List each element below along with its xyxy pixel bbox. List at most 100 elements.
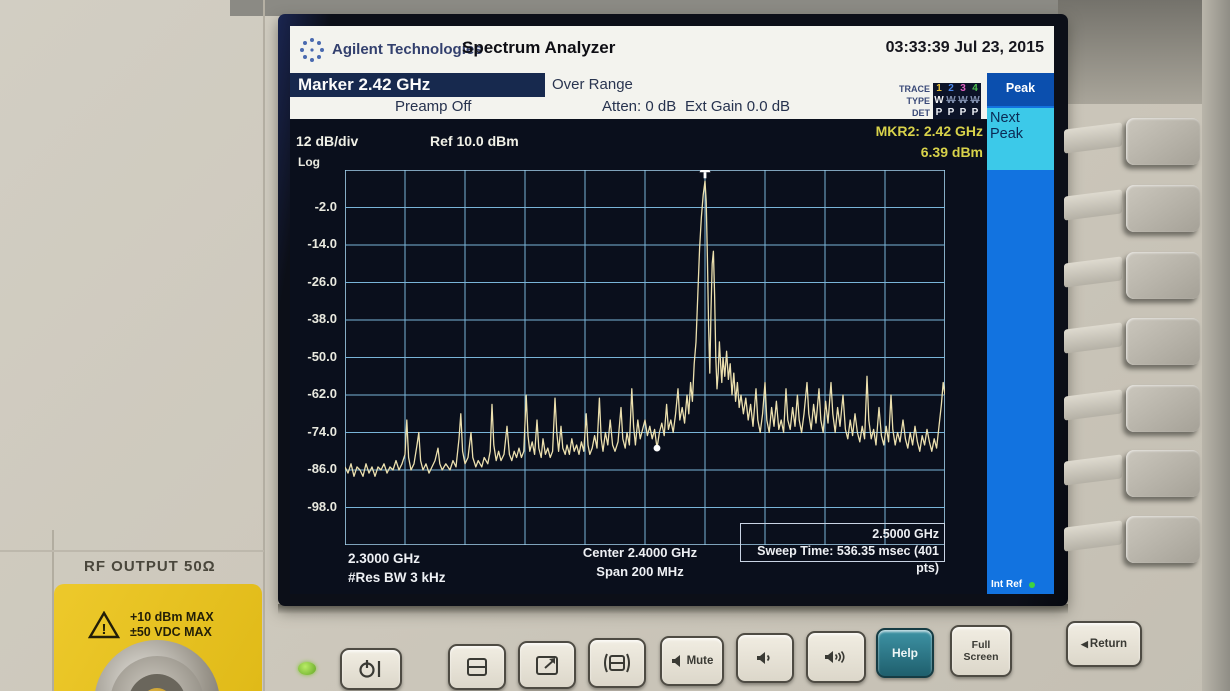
warning-triangle-icon: ! bbox=[88, 611, 120, 639]
legend-row-label: DET bbox=[912, 108, 930, 118]
softkey-7[interactable] bbox=[1126, 516, 1200, 563]
menu-item-next-peak[interactable]: Next Peak bbox=[987, 108, 1054, 170]
preamp-status: Preamp Off bbox=[395, 98, 472, 115]
chassis-right-edge bbox=[1202, 0, 1230, 691]
rf-connector-inner bbox=[128, 674, 186, 691]
warning-line1: +10 dBm MAX bbox=[130, 610, 214, 624]
rf-output-warning-panel: ! +10 dBm MAX ±50 VDC MAX bbox=[54, 584, 262, 691]
speaker-low-icon bbox=[757, 652, 770, 664]
legend-cell: 1 bbox=[936, 83, 942, 94]
softkey-ridge bbox=[1064, 189, 1122, 221]
trace-legend: TRACE 1 2 3 4 TYPE W W W W DET P P P P bbox=[891, 83, 981, 119]
legend-row-label: TRACE bbox=[899, 84, 930, 94]
speaker-mute-icon bbox=[671, 655, 680, 667]
y-tick-label: -26.0 bbox=[307, 273, 337, 289]
softkey-ridge bbox=[1064, 454, 1122, 486]
softkey-1[interactable] bbox=[1126, 118, 1200, 165]
marker-readout-ampl: 6.39 dBm bbox=[920, 144, 983, 160]
stop-freq-label: 2.5000 GHz bbox=[872, 527, 939, 541]
scale-per-div: 12 dB/div bbox=[296, 133, 359, 149]
legend-cell: 4 bbox=[972, 83, 978, 94]
chassis-top-edge bbox=[230, 0, 1230, 16]
ext-gain-status: Ext Gain 0.0 dB bbox=[685, 98, 791, 115]
next-window-button[interactable] bbox=[588, 638, 646, 688]
marker-readout: MKR2: 2.42 GHz 6.39 dBm bbox=[876, 121, 983, 163]
legend-cell: 3 bbox=[960, 83, 966, 94]
full-screen-label-line1: Full bbox=[971, 639, 991, 651]
atten-status: Atten: 0 dB bbox=[602, 98, 677, 115]
panel-seam bbox=[263, 0, 265, 691]
softkey-ridge bbox=[1064, 256, 1122, 288]
center-freq-label: Center 2.4000 GHz bbox=[582, 545, 698, 560]
screen-header: Agilent Technologies Spectrum Analyzer 0… bbox=[290, 26, 1054, 73]
spectrum-trace bbox=[345, 180, 945, 477]
power-icon bbox=[359, 660, 381, 678]
rf-connector-pin bbox=[142, 688, 172, 691]
rf-output-label: RF OUTPUT 50Ω bbox=[84, 558, 216, 575]
softkey-ridge bbox=[1064, 389, 1122, 421]
stacked-windows-icon bbox=[467, 658, 487, 676]
full-screen-label-line2: Screen bbox=[963, 651, 999, 663]
y-tick-label: -98.0 bbox=[307, 498, 337, 514]
legend-cell: P bbox=[935, 107, 943, 118]
legend-cell: W bbox=[958, 95, 968, 106]
softkey-ridge bbox=[1064, 520, 1122, 552]
scale-type: Log bbox=[298, 155, 320, 169]
brand-name: Agilent Technologies bbox=[332, 41, 483, 58]
over-range-status: Over Range bbox=[552, 76, 633, 93]
full-screen-button[interactable]: Full Screen bbox=[950, 625, 1012, 677]
mute-button[interactable]: Mute bbox=[660, 636, 724, 686]
annotation-area: Marker 2.42 GHz Over Range Preamp Off At… bbox=[290, 73, 987, 119]
legend-cell: P bbox=[947, 107, 955, 118]
datetime: 03:33:39 Jul 23, 2015 bbox=[885, 39, 1044, 56]
y-tick-label: -62.0 bbox=[307, 386, 337, 401]
return-arrow-icon: ◀ bbox=[1081, 638, 1088, 649]
softkey-6[interactable] bbox=[1126, 450, 1200, 497]
help-button[interactable]: Help bbox=[876, 628, 934, 678]
softkey-3[interactable] bbox=[1126, 252, 1200, 299]
y-tick-label: -86.0 bbox=[307, 461, 337, 476]
window-zoom-icon bbox=[536, 655, 558, 675]
span-label: Span 200 MHz bbox=[596, 564, 684, 579]
legend-cell: W bbox=[946, 95, 956, 106]
res-bw-label: #Res BW 3 kHz bbox=[348, 570, 446, 585]
sweep-info-box: 2.5000 GHz Sweep Time: 536.35 msec (401 … bbox=[740, 523, 945, 575]
zoom-window-button[interactable] bbox=[518, 641, 576, 689]
volume-up-button[interactable] bbox=[806, 631, 866, 683]
legend-cell: P bbox=[959, 107, 967, 118]
speaker-loud-icon bbox=[825, 650, 845, 664]
screen-shadow bbox=[278, 604, 1068, 614]
mute-label: Mute bbox=[686, 655, 714, 667]
chassis-top-right-shadow bbox=[1058, 0, 1230, 104]
svg-text:!: ! bbox=[102, 621, 107, 638]
softkey-4[interactable] bbox=[1126, 318, 1200, 365]
int-ref-green-dot bbox=[1029, 581, 1036, 588]
y-tick-label: -38.0 bbox=[307, 311, 337, 326]
agilent-spark-logo-icon bbox=[300, 38, 324, 62]
legend-row-label: TYPE bbox=[906, 96, 930, 106]
active-function-bar: Marker 2.42 GHz bbox=[290, 73, 545, 97]
y-tick-label: -74.0 bbox=[307, 423, 337, 439]
next-window-icon bbox=[604, 653, 630, 673]
sweep-time-label: Sweep Time: 536.35 msec (401 pts) bbox=[757, 544, 939, 575]
power-button[interactable] bbox=[340, 648, 402, 690]
panel-seam bbox=[52, 530, 54, 691]
display-screen: Agilent Technologies Spectrum Analyzer 0… bbox=[290, 26, 1054, 594]
softkey-5[interactable] bbox=[1126, 385, 1200, 432]
ref-level: Ref 10.0 dBm bbox=[430, 133, 519, 149]
return-button[interactable]: ◀ Return bbox=[1066, 621, 1142, 667]
peak-marker-arrow-icon bbox=[699, 170, 711, 173]
trace-dot-marker-icon bbox=[653, 444, 661, 452]
panel-seam bbox=[0, 550, 264, 552]
volume-down-button[interactable] bbox=[736, 633, 794, 683]
int-ref-status: Int Ref bbox=[991, 579, 1036, 590]
y-tick-label: -2.0 bbox=[314, 198, 337, 214]
softkey-menu: Peak Search Next Peak Int Ref bbox=[987, 73, 1054, 594]
legend-cell: P bbox=[971, 107, 979, 118]
softkey-2[interactable] bbox=[1126, 185, 1200, 232]
multi-window-button[interactable] bbox=[448, 644, 506, 690]
return-label: Return bbox=[1089, 638, 1127, 650]
plot-area: 12 dB/div Ref 10.0 dBm Log MKR2: 2.42 GH… bbox=[290, 119, 987, 594]
marker-readout-freq: MKR2: 2.42 GHz bbox=[875, 123, 983, 139]
